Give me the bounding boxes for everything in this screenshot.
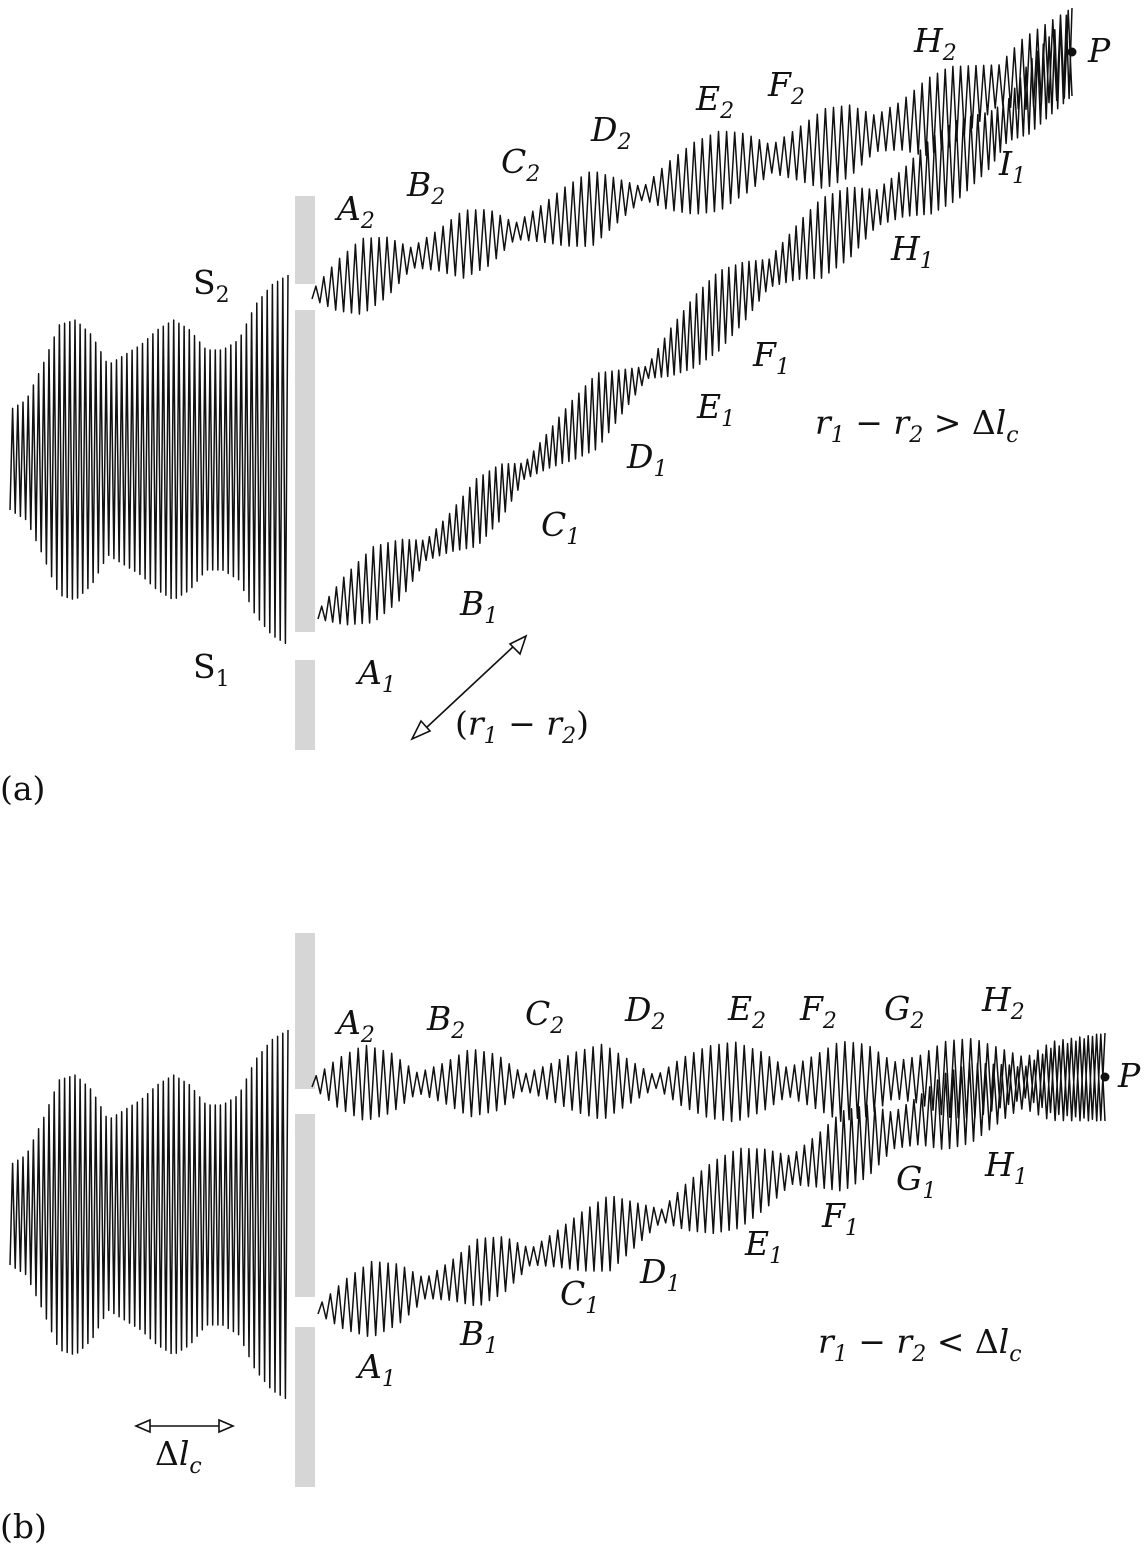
label-a1: A1 <box>355 653 396 698</box>
label-b-h2: H2 <box>981 980 1025 1025</box>
label-b-e2: E2 <box>727 989 766 1034</box>
upper-wave-a <box>311 9 1073 315</box>
label-a2: A2 <box>334 189 375 234</box>
label-h2: H2 <box>913 21 957 66</box>
lower-wave-a-labels: A1 B1 C1 D1 E1 F1 H1 I1 <box>355 144 1026 698</box>
label-c2: C2 <box>501 142 540 187</box>
label-b-f1: F1 <box>821 1196 859 1241</box>
barrier-b-middle <box>295 1114 315 1297</box>
label-b1: B1 <box>459 584 498 629</box>
point-p-dot-a <box>1067 47 1077 57</box>
path-difference-arrow <box>410 634 528 741</box>
lower-wave-a <box>317 7 1073 626</box>
upper-wave-b-labels: A2 B2 C2 D2 E2 F2 G2 H2 <box>334 980 1025 1048</box>
label-b-d1: D1 <box>639 1252 680 1297</box>
slit-s1-label: S1 <box>193 647 230 692</box>
coherence-length-arrow <box>133 1418 236 1434</box>
label-f2: F2 <box>767 65 805 110</box>
slit-s2-label: S2 <box>193 263 230 308</box>
panel-b-tag: (b) <box>0 1507 47 1546</box>
label-b-h1: H1 <box>984 1145 1028 1190</box>
label-b-f2: F2 <box>799 989 837 1034</box>
label-b-d2: D2 <box>624 990 665 1035</box>
label-e1: E1 <box>696 387 735 432</box>
point-p-label-b: P <box>1117 1056 1141 1095</box>
label-d1: D1 <box>626 437 667 482</box>
barrier-b-top <box>295 933 315 1089</box>
incident-wave-b <box>9 1029 289 1400</box>
lower-wave-b-labels: A1 B1 C1 D1 E1 F1 G1 H1 <box>355 1145 1028 1392</box>
coherence-length-label: Δlc <box>155 1434 202 1479</box>
label-i1: I1 <box>998 144 1026 189</box>
point-p-label-a: P <box>1087 31 1111 70</box>
panel-a: P S2 S1 A2 B2 C2 D2 E2 F2 H2 A1 B1 C1 D1… <box>0 7 1111 808</box>
label-b-a2: A2 <box>334 1003 375 1048</box>
label-h1: H1 <box>890 229 934 274</box>
label-f1: F1 <box>752 335 790 380</box>
panel-a-tag: (a) <box>0 769 45 808</box>
label-b-e1: E1 <box>744 1224 783 1269</box>
point-p-dot-b <box>1100 1072 1110 1082</box>
label-b-g1: G1 <box>896 1159 936 1204</box>
condition-b: r1 − r2 < Δlc <box>818 1322 1022 1367</box>
barrier-a-top <box>295 196 315 284</box>
label-e2: E2 <box>695 79 734 124</box>
label-b-c2: C2 <box>525 994 564 1039</box>
barrier-b-bottom <box>295 1327 315 1487</box>
barrier-a-middle <box>295 310 315 632</box>
label-b-b1: B1 <box>459 1314 498 1359</box>
label-b-b2: B2 <box>426 999 465 1044</box>
label-c1: C1 <box>541 505 580 550</box>
barrier-a-bottom <box>295 660 315 750</box>
label-b-g2: G2 <box>884 989 924 1034</box>
path-difference-label: (r1 − r2) <box>455 704 589 749</box>
lower-wave-b <box>317 1033 1106 1337</box>
incident-wave-a <box>9 274 289 645</box>
label-b-c1: C1 <box>560 1274 599 1319</box>
panel-b: P A2 B2 C2 D2 E2 F2 G2 H2 A1 B1 C1 D1 E1… <box>0 933 1141 1546</box>
label-d2: D2 <box>590 110 631 155</box>
condition-a: r1 − r2 > Δlc <box>815 403 1019 448</box>
upper-wave-a-labels: A2 B2 C2 D2 E2 F2 H2 <box>334 21 957 234</box>
label-b-a1: A1 <box>355 1347 396 1392</box>
upper-wave-b <box>311 1032 1106 1123</box>
label-b2: B2 <box>406 165 445 210</box>
